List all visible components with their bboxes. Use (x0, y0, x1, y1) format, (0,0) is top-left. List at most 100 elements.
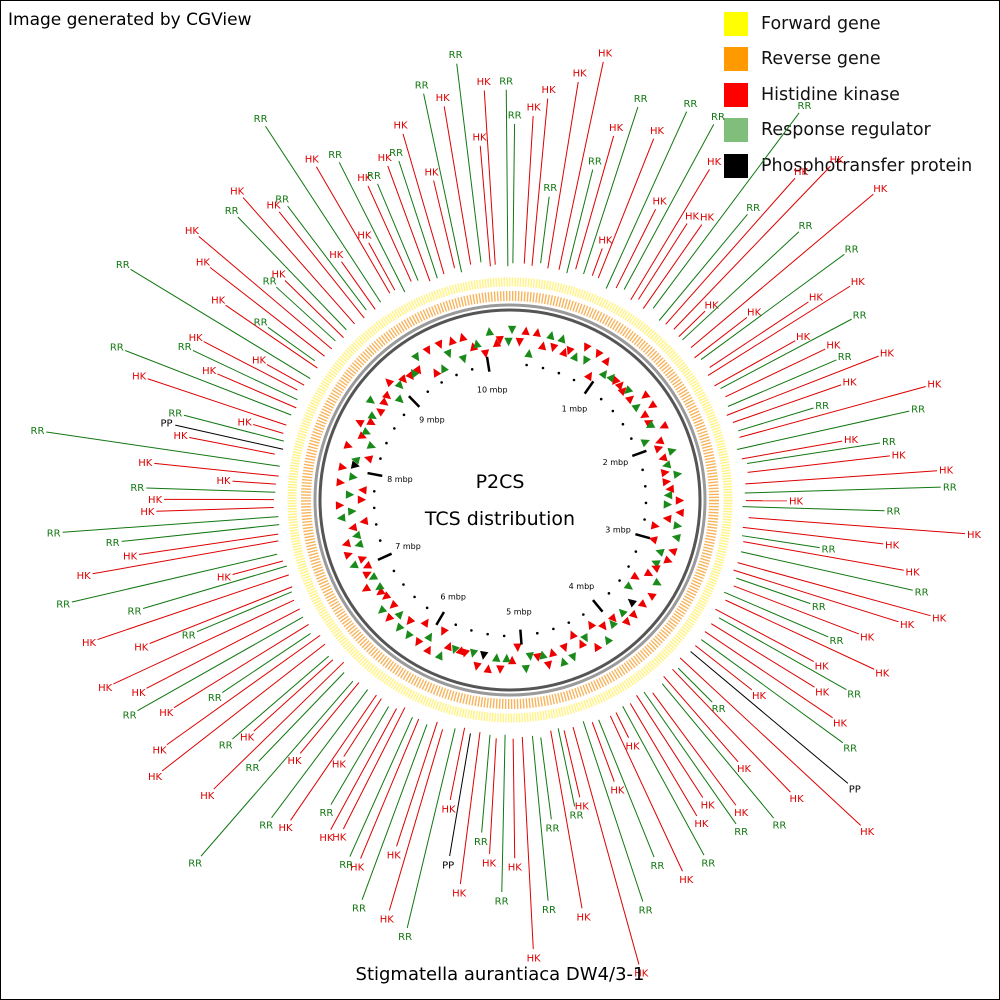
feature-label: HK (737, 764, 752, 775)
feature-spoke (505, 89, 509, 267)
tcs-marker (368, 572, 379, 580)
feature-spoke (149, 586, 293, 644)
tcs-marker (521, 664, 530, 674)
feature-label: HK (747, 307, 762, 318)
feature-spoke (575, 135, 615, 270)
feature-spoke (733, 569, 899, 623)
feature-label: HK (527, 954, 542, 965)
feature-label: HK (860, 827, 875, 838)
tcs-marker (410, 369, 420, 379)
tcs-marker (663, 500, 673, 509)
tcs-marker (673, 470, 683, 479)
feature-spoke (663, 676, 739, 763)
feature-spoke (124, 350, 292, 416)
feature-label: RR (822, 545, 836, 556)
tcs-marker (473, 661, 482, 671)
tcs-marker (667, 447, 677, 456)
feature-spoke (368, 242, 396, 291)
feature-spoke (406, 728, 456, 929)
response-regulator-swatch (724, 118, 748, 143)
tcs-marker (606, 373, 615, 383)
tcs-marker (521, 326, 530, 336)
tcs-marker (443, 348, 452, 359)
feature-label: RR (128, 607, 142, 618)
feature-label: HK (240, 733, 255, 744)
feature-label: RR (319, 808, 333, 819)
feature-spoke (638, 223, 688, 300)
feature-spoke (266, 363, 305, 386)
tcs-marker (483, 664, 492, 674)
feature-label: HK (967, 530, 982, 541)
feature-label: HK (634, 969, 649, 980)
tick-minor (541, 366, 545, 370)
feature-label: RR (208, 693, 222, 704)
feature-label: HK (378, 153, 393, 164)
feature-label: HK (211, 296, 226, 307)
tcs-marker (631, 403, 641, 413)
tcs-marker (361, 427, 371, 435)
feature-label: HK (885, 540, 900, 551)
tick-major (407, 395, 421, 408)
tcs-marker (376, 587, 386, 596)
feature-spoke (736, 577, 811, 605)
feature-spoke (290, 694, 377, 821)
feature-spoke (147, 378, 287, 426)
tick-label: 8 mbp (387, 475, 413, 484)
feature-label: RR (219, 740, 233, 751)
tcs-marker (550, 342, 559, 353)
feature-spoke (707, 285, 851, 376)
tcs-marker (580, 633, 588, 643)
feature-spoke (725, 348, 826, 398)
feature-label: RR (168, 409, 182, 420)
feature-spoke (198, 235, 333, 350)
feature-label: RR (339, 860, 353, 871)
tcs-marker (412, 365, 422, 375)
feature-label: RR (352, 904, 366, 915)
tick-minor (618, 579, 621, 582)
feature-label: RR (915, 588, 929, 599)
tcs-marker (338, 462, 348, 471)
tcs-marker (449, 336, 457, 346)
tcs-marker (671, 534, 681, 543)
feature-label: HK (230, 186, 245, 197)
feature-spoke (658, 213, 748, 321)
tcs-marker (662, 514, 672, 524)
tick-major (377, 552, 393, 562)
tcs-marker (637, 599, 647, 608)
feature-spoke (192, 349, 298, 401)
feature-label: RR (123, 711, 137, 722)
tcs-marker (658, 453, 668, 462)
feature-spoke (714, 340, 796, 387)
feature-label: RR (449, 50, 463, 61)
tcs-marker (532, 328, 541, 337)
feature-spoke (349, 716, 413, 857)
tick-label: 7 mbp (395, 542, 421, 551)
tick-minor (525, 363, 528, 367)
feature-label: RR (499, 76, 513, 87)
tcs-marker (470, 648, 479, 658)
backbone-outer (313, 303, 707, 697)
tcs-marker (434, 651, 443, 661)
tick-minor (607, 592, 611, 595)
feature-label: HK (790, 794, 805, 805)
tcs-marker (659, 421, 669, 429)
feature-label: HK (266, 200, 281, 211)
feature-label: HK (610, 786, 625, 797)
tcs-marker (549, 648, 558, 658)
feature-label: HK (939, 466, 954, 477)
tcs-marker (655, 436, 665, 445)
feature-label: HK (794, 167, 809, 178)
tick-label: 3 mbp (605, 525, 631, 534)
tcs-marker (568, 652, 576, 662)
feature-spoke (489, 738, 497, 854)
feature-label: HK (873, 184, 888, 195)
tcs-marker (376, 408, 386, 417)
tick-minor (502, 634, 506, 638)
tcs-marker (452, 644, 460, 654)
feature-label: PP (442, 860, 454, 871)
feature-spoke (232, 480, 276, 485)
feature-spoke (278, 211, 365, 319)
feature-label: RR (182, 631, 196, 642)
feature-spoke (661, 683, 775, 819)
tcs-marker (594, 642, 603, 653)
